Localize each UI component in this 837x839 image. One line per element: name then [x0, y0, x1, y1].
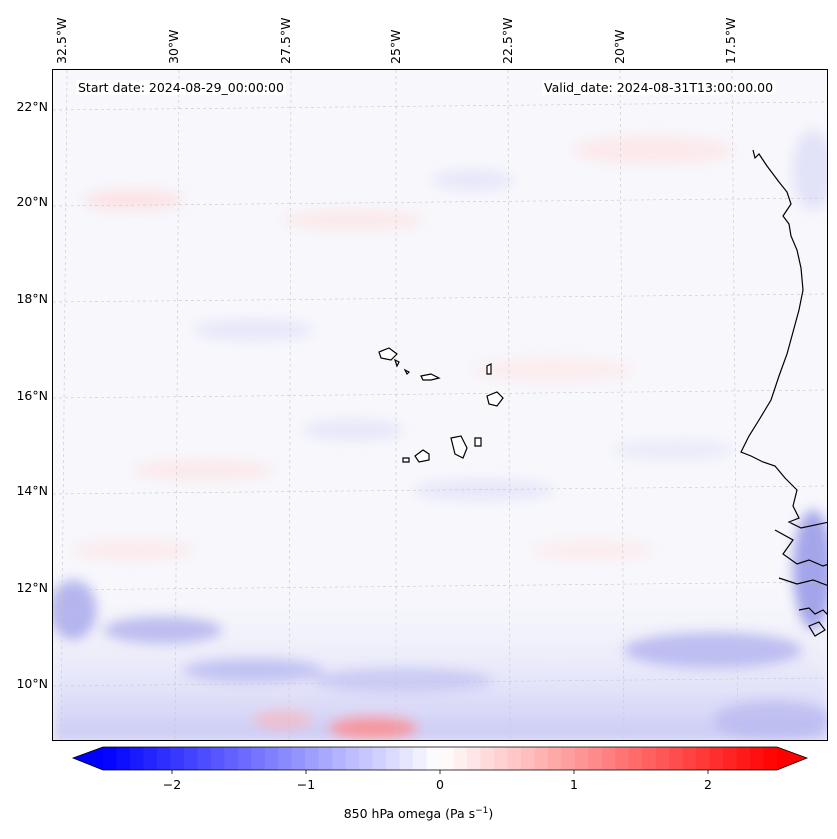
colorbar-tick-1: 1 — [570, 777, 578, 792]
colorbar-extend-low — [73, 747, 103, 770]
lat-label-18n: 18°N — [16, 291, 48, 306]
lat-label-22n: 22°N — [16, 99, 48, 114]
coastline — [740, 149, 827, 637]
colorbar-segment — [709, 747, 724, 770]
colorbar-segment — [291, 747, 306, 770]
colorbar-segment — [345, 747, 360, 770]
colorbar-segment — [197, 747, 212, 770]
colorbar-segment — [561, 747, 576, 770]
lat-label-12n: 12°N — [16, 580, 48, 595]
colorbar-segment — [237, 747, 252, 770]
colorbar-extend-high — [777, 747, 807, 770]
colorbar-segment — [507, 747, 522, 770]
colorbar-segment — [264, 747, 279, 770]
colorbar-segment — [143, 747, 158, 770]
colorbar-segment — [736, 747, 751, 770]
colorbar-segment — [588, 747, 603, 770]
colorbar-segment — [723, 747, 738, 770]
colorbar-segment — [426, 747, 441, 770]
colorbar-segment — [129, 747, 144, 770]
colorbar-segment — [305, 747, 320, 770]
colorbar-segment — [224, 747, 239, 770]
colorbar-segment — [547, 747, 562, 770]
colorbar-segment — [440, 747, 454, 770]
colorbar-tick-2: 2 — [704, 777, 712, 792]
colorbar-tick-0: 0 — [436, 777, 444, 792]
colorbar-segment — [534, 747, 549, 770]
colorbar-segment — [399, 747, 414, 770]
colorbar-segment — [615, 747, 630, 770]
colorbar-segment — [453, 747, 468, 770]
colorbar-segment — [466, 747, 481, 770]
colorbar-segment — [359, 747, 374, 770]
colorbar-segment — [386, 747, 401, 770]
colorbar-segment — [413, 747, 428, 770]
colorbar-segment — [628, 747, 643, 770]
colorbar-segment — [318, 747, 333, 770]
colorbar-segment — [480, 747, 495, 770]
omega-field — [53, 130, 827, 740]
lat-label-16n: 16°N — [16, 388, 48, 403]
lat-label-14n: 14°N — [16, 483, 48, 498]
colorbar-segment — [332, 747, 347, 770]
colorbar-segment — [642, 747, 657, 770]
colorbar-segment — [763, 747, 778, 770]
graticule — [53, 70, 827, 740]
colorbar-segment — [574, 747, 589, 770]
colorbar-segment — [183, 747, 198, 770]
colorbar-segment — [103, 747, 117, 770]
colorbar-segment — [493, 747, 508, 770]
lat-label-20n: 20°N — [16, 194, 48, 209]
colorbar-segment — [156, 747, 171, 770]
colorbar-segment — [669, 747, 684, 770]
colorbar-label: 850 hPa omega (Pa s−1) — [343, 806, 494, 822]
colorbar-segment — [750, 747, 765, 770]
start-date-label: Start date: 2024-08-29_00:00:00 — [76, 80, 286, 95]
valid-date-label: Valid_date: 2024-08-31T13:00:00.00 — [542, 80, 776, 95]
colorbar-segment — [520, 747, 535, 770]
colorbar-segment — [682, 747, 697, 770]
colorbar-segment — [655, 747, 670, 770]
colorbar-segment — [696, 747, 711, 770]
colorbar-tick-neg1: −1 — [296, 777, 316, 792]
colorbar-segment — [372, 747, 387, 770]
lat-label-10n: 10°N — [16, 676, 48, 691]
colorbar-segment — [278, 747, 293, 770]
colorbar-tick-neg2: −2 — [162, 777, 182, 792]
cape-verde-islands — [378, 347, 504, 463]
colorbar-segment — [251, 747, 266, 770]
colorbar-segment — [116, 747, 131, 770]
colorbar-segment — [210, 747, 225, 770]
omega-field-map — [53, 70, 827, 740]
map-panel — [52, 69, 828, 741]
colorbar-segment — [170, 747, 185, 770]
colorbar-segment — [601, 747, 616, 770]
